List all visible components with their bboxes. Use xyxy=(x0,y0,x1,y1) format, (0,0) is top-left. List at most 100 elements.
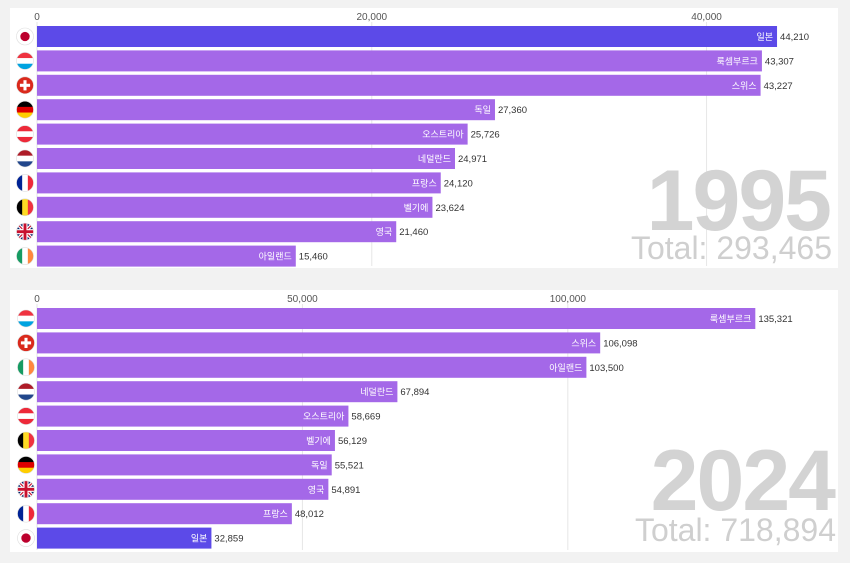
bar-row: 아일랜드 103,500 xyxy=(17,356,624,378)
bar-category-label: 프랑스 xyxy=(263,508,288,520)
bar-row: 독일 27,360 xyxy=(16,99,527,121)
bar-category-label: 일본 xyxy=(191,534,208,545)
bar xyxy=(37,503,292,525)
bar-value-label: 25,726 xyxy=(471,130,500,141)
bar-value-label: 27,360 xyxy=(498,105,527,116)
bar-row: 프랑스 48,012 xyxy=(17,503,324,525)
bar xyxy=(37,527,212,549)
bar xyxy=(37,405,349,427)
japan-flag-icon xyxy=(16,27,34,46)
bar-value-label: 58,669 xyxy=(351,412,380,423)
bar xyxy=(37,308,756,329)
bar-value-label: 15,460 xyxy=(299,252,328,263)
bar xyxy=(37,26,778,47)
bar xyxy=(37,356,587,378)
x-tick-label: 50,000 xyxy=(287,294,318,305)
bar-category-label: 아일랜드 xyxy=(259,252,292,263)
ireland-flag-icon xyxy=(16,247,34,265)
belgium-flag-icon xyxy=(17,431,35,450)
bar-category-label: 프랑스 xyxy=(412,177,437,189)
bar-value-label: 23,624 xyxy=(435,203,464,214)
bar-chart-2024: 0 50,000 100,000 룩셈부르크 135,321 스위스 106,098 아일랜드… xyxy=(17,294,793,550)
bar-row: 벨기에 23,624 xyxy=(16,196,465,218)
uk-flag-icon xyxy=(16,222,34,241)
bar-row: 일본 44,210 xyxy=(16,26,809,47)
bar-value-label: 21,460 xyxy=(399,227,428,238)
bar-category-label: 일본 xyxy=(756,32,773,43)
bar xyxy=(37,332,601,354)
bar-value-label: 54,891 xyxy=(331,485,360,496)
total-label: Total: 293,465 xyxy=(630,230,832,266)
bar-row: 스위스 43,227 xyxy=(16,74,793,96)
bar xyxy=(37,74,761,96)
austria-flag-icon xyxy=(16,125,34,143)
bar-value-label: 106,098 xyxy=(603,338,637,349)
bar-value-label: 135,321 xyxy=(758,314,792,325)
bar xyxy=(37,148,455,169)
uk-flag-icon xyxy=(17,480,35,499)
x-tick-label: 20,000 xyxy=(356,12,387,23)
bar-value-label: 43,307 xyxy=(765,56,794,67)
bar-category-label: 독일 xyxy=(311,460,328,471)
x-tick-label: 100,000 xyxy=(550,294,587,305)
bar-category-label: 룩셈부르크 xyxy=(710,314,751,325)
bar xyxy=(37,172,441,194)
bar-value-label: 56,129 xyxy=(338,436,367,447)
bar-value-label: 67,894 xyxy=(400,387,429,398)
bar-row: 스위스 106,098 xyxy=(17,332,638,354)
bar-row: 영국 54,891 xyxy=(17,478,360,500)
bar-row: 룩셈부르크 135,321 xyxy=(17,308,793,329)
year-label: 2024 xyxy=(650,433,836,529)
bar-row: 영국 21,460 xyxy=(16,221,428,243)
bar-row: 일본 32,859 xyxy=(17,527,243,549)
x-tick-label: 0 xyxy=(34,12,40,23)
bar-row: 네덜란드 67,894 xyxy=(17,381,429,403)
bar-category-label: 네덜란드 xyxy=(418,153,451,165)
bar-row: 오스트리아 25,726 xyxy=(16,123,500,145)
bar-row: 독일 55,521 xyxy=(17,454,364,476)
bar-row: 룩셈부르크 43,307 xyxy=(16,50,794,72)
bar-category-label: 영국 xyxy=(308,485,325,496)
bar xyxy=(37,50,762,72)
bar xyxy=(37,221,397,243)
netherlands-flag-icon xyxy=(17,382,35,401)
bar-chart-1995: 0 20,000 40,000 일본 44,210 룩셈부르크 43,307 스위스 43,22… xyxy=(16,12,809,267)
austria-flag-icon xyxy=(17,407,35,425)
bar-row: 네덜란드 24,971 xyxy=(16,148,487,169)
bar-value-label: 103,500 xyxy=(589,363,623,374)
france-flag-icon xyxy=(17,504,35,523)
bar-category-label: 스위스 xyxy=(571,338,596,349)
bar-value-label: 24,120 xyxy=(444,178,473,189)
switzerland-flag-icon xyxy=(16,76,34,95)
bar-category-label: 룩셈부르크 xyxy=(717,56,758,67)
france-flag-icon xyxy=(16,174,34,192)
bar-category-label: 벨기에 xyxy=(306,436,331,447)
belgium-flag-icon xyxy=(16,198,34,217)
bar-row: 아일랜드 15,460 xyxy=(16,245,328,267)
x-tick-label: 0 xyxy=(34,294,40,305)
bar-value-label: 55,521 xyxy=(335,460,364,471)
bar xyxy=(37,381,398,403)
bar xyxy=(37,430,335,451)
bar-value-label: 32,859 xyxy=(214,534,243,545)
x-tick-label: 40,000 xyxy=(691,12,722,23)
bar xyxy=(37,245,296,267)
bar-category-label: 오스트리아 xyxy=(422,130,464,141)
bar-category-label: 오스트리아 xyxy=(303,412,345,423)
bar xyxy=(37,196,433,218)
bar xyxy=(37,454,332,476)
chart-panel-1995: 0 20,000 40,000 일본 44,210 룩셈부르크 43,307 스위스 43,22… xyxy=(10,8,838,268)
bar-category-label: 영국 xyxy=(376,227,393,238)
luxembourg-flag-icon xyxy=(16,52,34,70)
bar-category-label: 네덜란드 xyxy=(360,386,393,398)
luxembourg-flag-icon xyxy=(17,309,35,328)
bar-category-label: 벨기에 xyxy=(404,203,429,214)
germany-flag-icon xyxy=(17,456,35,474)
japan-flag-icon xyxy=(17,529,35,547)
bar-category-label: 독일 xyxy=(474,105,491,116)
bar xyxy=(37,99,495,121)
germany-flag-icon xyxy=(16,100,34,119)
chart-panel-2024: 0 50,000 100,000 룩셈부르크 135,321 스위스 106,098 아일랜드… xyxy=(10,290,838,552)
bar-value-label: 48,012 xyxy=(295,509,324,520)
ireland-flag-icon xyxy=(17,358,35,377)
